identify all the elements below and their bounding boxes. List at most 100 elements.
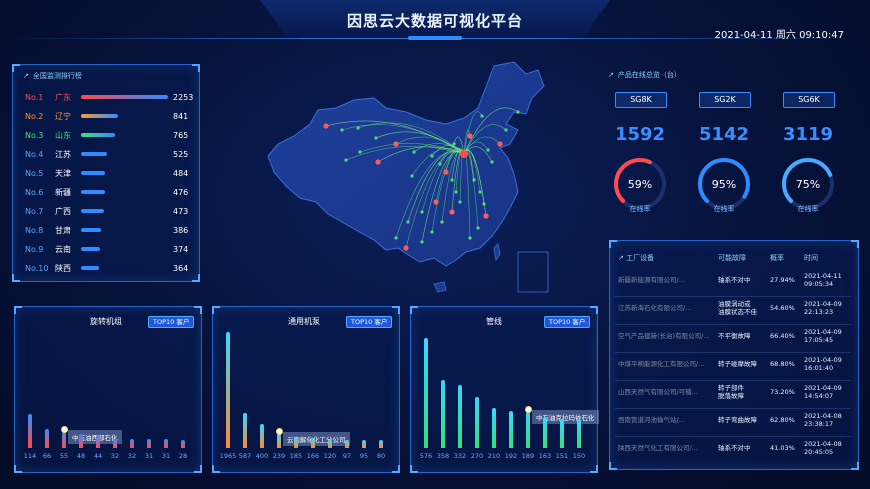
top10-badge[interactable]: TOP10 客户: [346, 316, 393, 328]
bar[interactable]: [379, 440, 383, 448]
map-point[interactable]: [403, 245, 409, 251]
bar[interactable]: [277, 433, 281, 448]
bar[interactable]: [226, 332, 230, 448]
map-point[interactable]: [344, 158, 348, 162]
map-svg: [267, 61, 549, 293]
bar-value-label: 44: [93, 452, 103, 460]
map-point[interactable]: [490, 160, 494, 164]
map-point[interactable]: [483, 213, 489, 219]
map-point[interactable]: [410, 174, 414, 178]
bar[interactable]: [28, 414, 32, 448]
table-cell-fault: 轴系不对中: [718, 444, 751, 452]
map-route: [357, 122, 465, 155]
product-label[interactable]: SG8K: [615, 92, 667, 108]
map-point[interactable]: [433, 199, 439, 205]
map-point[interactable]: [504, 128, 508, 132]
map-point[interactable]: [454, 190, 458, 194]
bar[interactable]: [96, 435, 100, 448]
map-point[interactable]: [452, 142, 456, 146]
online-rate-value: 95%: [711, 178, 737, 191]
rank-city: 辽宁: [55, 111, 71, 121]
map-point[interactable]: [443, 169, 449, 175]
bar[interactable]: [130, 438, 134, 448]
map-point[interactable]: [476, 226, 480, 230]
top10-badge[interactable]: TOP10 客户: [148, 316, 195, 328]
map-point[interactable]: [420, 240, 424, 244]
bar[interactable]: [164, 438, 168, 448]
bar[interactable]: [509, 411, 513, 448]
china-map[interactable]: [256, 52, 586, 300]
map-point[interactable]: [468, 236, 472, 240]
bar[interactable]: [147, 438, 151, 448]
map-point[interactable]: [458, 200, 462, 204]
table-cell-device: 江苏新海石化有限公司/...: [618, 304, 692, 312]
ranking-row: No.1 广东 2253: [25, 89, 193, 105]
bar[interactable]: [345, 440, 349, 448]
table-cell-device: 新疆新能源有限公司/...: [618, 276, 685, 284]
bar[interactable]: [45, 428, 49, 448]
map-point[interactable]: [420, 210, 424, 214]
map-point[interactable]: [393, 141, 399, 147]
map-point[interactable]: [340, 128, 344, 132]
map-point[interactable]: [516, 110, 520, 114]
map-point[interactable]: [482, 202, 486, 206]
map-point[interactable]: [430, 154, 434, 158]
bar[interactable]: [441, 379, 445, 448]
map-point[interactable]: [394, 236, 398, 240]
bar[interactable]: [543, 416, 547, 448]
bar[interactable]: [328, 440, 332, 448]
bar[interactable]: [113, 438, 117, 448]
bar[interactable]: [526, 412, 530, 448]
map-point[interactable]: [356, 126, 360, 130]
bar[interactable]: [62, 431, 66, 448]
map-point[interactable]: [472, 178, 476, 182]
map-point[interactable]: [497, 141, 503, 147]
bar[interactable]: [294, 437, 298, 448]
bar-value-label: 192: [504, 452, 518, 460]
bar[interactable]: [560, 419, 564, 448]
bar[interactable]: [362, 440, 366, 448]
bar[interactable]: [492, 408, 496, 448]
product-label[interactable]: SG6K: [783, 92, 835, 108]
table-cell-fault: 转子部件 脱落故障: [718, 384, 744, 400]
map-point[interactable]: [406, 220, 410, 224]
table-cell-fault: 轴系不对中: [718, 276, 751, 284]
table-cell-time: 2021-04-09 17:05:45: [804, 328, 842, 344]
map-point[interactable]: [323, 123, 329, 129]
map-point[interactable]: [440, 220, 444, 224]
top10-badge[interactable]: TOP10 客户: [544, 316, 591, 328]
map-point[interactable]: [430, 230, 434, 234]
bar[interactable]: [243, 413, 247, 448]
bar[interactable]: [475, 396, 479, 448]
bar[interactable]: [577, 419, 581, 448]
bar[interactable]: [424, 338, 428, 448]
map-point[interactable]: [467, 133, 473, 139]
bar[interactable]: [458, 384, 462, 448]
map-point[interactable]: [358, 150, 362, 154]
table-cell-time: 2021-04-08 20:45:05: [804, 440, 842, 456]
map-point[interactable]: [480, 114, 484, 118]
rank-bar: [81, 209, 104, 213]
rank-city: 广西: [55, 206, 71, 216]
bar[interactable]: [79, 433, 83, 448]
bar[interactable]: [311, 438, 315, 448]
map-point[interactable]: [486, 148, 490, 152]
map-route: [453, 136, 465, 155]
product-label[interactable]: SG2K: [699, 92, 751, 108]
rank-bar: [81, 133, 116, 137]
map-point[interactable]: [449, 209, 455, 215]
bar-highlight-dot: [61, 425, 68, 433]
rank-number: No.10: [25, 263, 49, 273]
map-point[interactable]: [438, 162, 442, 166]
map-point[interactable]: [450, 178, 454, 182]
online-rate-gauge: [698, 158, 750, 210]
bar[interactable]: [181, 439, 185, 448]
bar[interactable]: [260, 424, 264, 448]
bar-value-label: 151: [555, 452, 569, 460]
rank-city: 广东: [55, 92, 71, 102]
map-point[interactable]: [374, 136, 378, 140]
map-point[interactable]: [478, 190, 482, 194]
map-point[interactable]: [412, 150, 416, 154]
map-hub-point[interactable]: [460, 150, 468, 158]
map-point[interactable]: [375, 159, 381, 165]
